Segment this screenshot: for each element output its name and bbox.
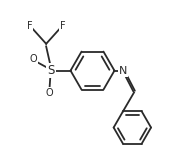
Text: S: S [47,64,55,77]
Text: O: O [29,54,37,64]
Text: O: O [46,88,53,98]
Text: F: F [60,21,65,31]
Text: F: F [27,21,33,31]
Text: N: N [118,66,127,76]
